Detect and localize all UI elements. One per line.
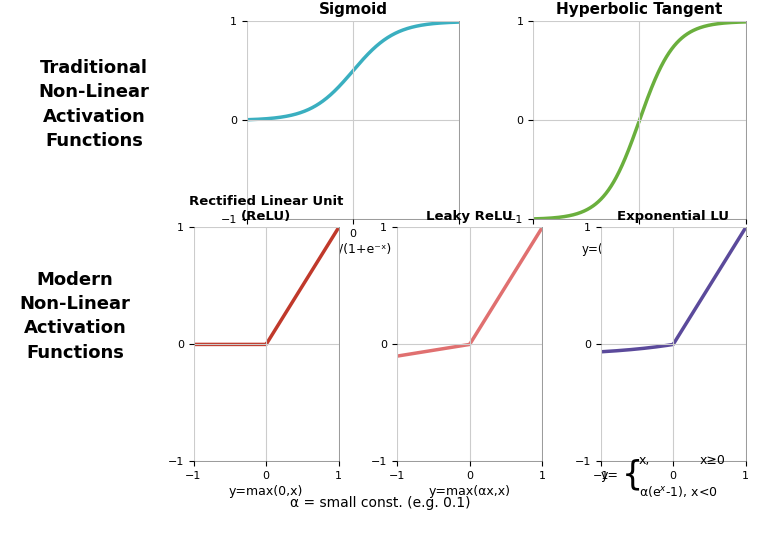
Title: Leaky ReLU: Leaky ReLU [426, 210, 513, 224]
Text: α(e$^x$-1), x<0: α(e$^x$-1), x<0 [639, 484, 718, 499]
Text: {: { [622, 459, 643, 492]
Title: Exponential LU: Exponential LU [617, 210, 729, 224]
Text: x,: x, [639, 454, 651, 467]
X-axis label: y=max(αx,x): y=max(αx,x) [428, 485, 511, 498]
Title: Hyperbolic Tangent: Hyperbolic Tangent [556, 3, 723, 18]
Title: Sigmoid: Sigmoid [318, 3, 387, 18]
Text: Traditional
Non-Linear
Activation
Functions: Traditional Non-Linear Activation Functi… [39, 59, 149, 150]
Text: α = small const. (e.g. 0.1): α = small const. (e.g. 0.1) [290, 496, 471, 510]
Text: x≥0: x≥0 [700, 454, 726, 467]
Text: Modern
Non-Linear
Activation
Functions: Modern Non-Linear Activation Functions [20, 271, 131, 362]
X-axis label: y=max(0,x): y=max(0,x) [229, 485, 304, 498]
Title: Rectified Linear Unit
(ReLU): Rectified Linear Unit (ReLU) [189, 195, 343, 224]
Text: y=: y= [601, 469, 619, 482]
X-axis label: y=1/(1+e⁻ˣ): y=1/(1+e⁻ˣ) [314, 243, 392, 256]
X-axis label: y=(eˣ-e⁻ˣ)/(eˣ+e⁻ˣ): y=(eˣ-e⁻ˣ)/(eˣ+e⁻ˣ) [581, 243, 698, 256]
